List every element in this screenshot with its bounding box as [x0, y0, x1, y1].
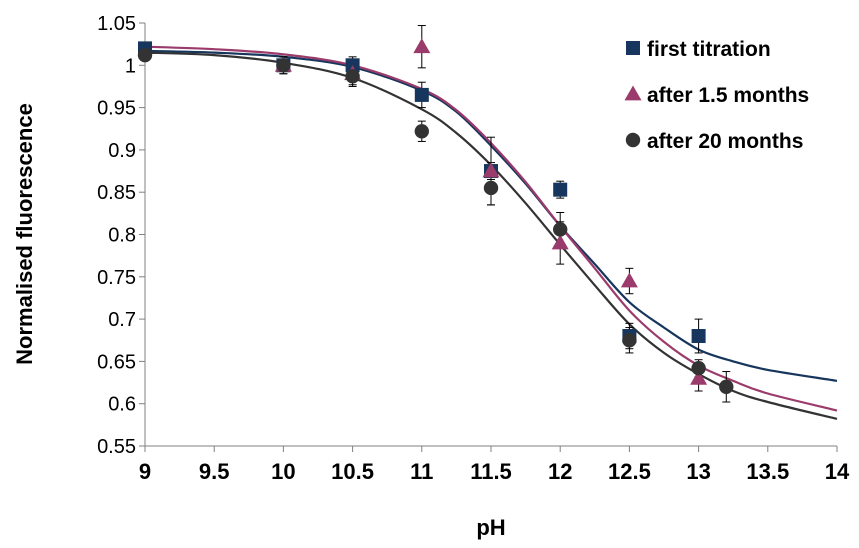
x-tick-label: 9: [139, 459, 151, 484]
data-point-circle: [414, 124, 429, 139]
x-tick-label: 9.5: [199, 459, 230, 484]
data-point-square: [691, 329, 706, 344]
data-point-circle: [137, 47, 153, 63]
y-tick-label: 0.85: [97, 182, 136, 204]
data-point-square: [553, 182, 568, 197]
data-point-circle: [719, 379, 734, 394]
data-point-circle: [483, 180, 499, 196]
legend: first titration after 1.5 months after 20 …: [624, 38, 809, 153]
data-point-triangle: [551, 234, 569, 250]
error-bars: [141, 25, 731, 403]
fit-curve-series-2: [144, 45, 838, 412]
data-point-circle: [622, 333, 637, 348]
data-point-triangle: [413, 38, 431, 54]
data-point-circle: [345, 69, 360, 84]
x-tick-label: 10: [271, 459, 295, 484]
data-point-triangle: [624, 85, 642, 101]
y-tick-label: 0.9: [108, 140, 136, 162]
y-tick-label: 1: [125, 55, 136, 77]
data-points: [137, 38, 734, 394]
y-tick-label: 0.75: [97, 267, 136, 289]
data-point-circle: [691, 360, 706, 376]
x-tick-label: 13: [686, 459, 710, 484]
y-tick-label: 1.05: [97, 13, 136, 35]
x-tick-label: 12: [548, 459, 572, 484]
y-tick-label: 0.7: [108, 309, 136, 331]
axes: [139, 22, 838, 452]
fit-curve-series-3: [144, 51, 838, 420]
legend-label-series-1: first titration: [647, 38, 771, 61]
data-point-triangle: [620, 272, 638, 288]
legend-label-series-2: after 1.5 months: [647, 84, 809, 107]
x-tick-label: 13.5: [746, 459, 789, 484]
x-tick-label: 11: [410, 459, 433, 484]
x-axis-title: pH: [476, 515, 505, 540]
y-tick-label: 0.65: [97, 351, 136, 373]
tick-labels: 0.55 0.6 0.65 0.7 0.75 0.8 0.85 0.9 0.95 1 1.05 9 9.…: [97, 13, 850, 484]
y-tick-label: 0.8: [108, 225, 136, 247]
fit-curves: [144, 45, 838, 420]
data-point-circle: [276, 58, 291, 73]
y-tick-label: 0.95: [97, 98, 136, 120]
y-axis-title: Normalised fluorescence: [12, 103, 37, 365]
data-point-triangle: [482, 162, 500, 178]
x-tick-label: 10.5: [331, 459, 374, 484]
x-tick-label: 12.5: [608, 459, 651, 484]
x-tick-label: 14: [825, 459, 850, 484]
y-tick-label: 0.55: [97, 436, 136, 458]
data-point-circle: [625, 132, 641, 148]
legend-label-series-3: after 20 months: [647, 130, 803, 153]
x-tick-label: 11.5: [470, 459, 512, 484]
data-point-triangle: [690, 369, 708, 385]
y-tick-label: 0.6: [108, 394, 136, 416]
data-point-circle: [553, 222, 568, 237]
data-point-square: [626, 41, 640, 55]
data-point-square: [414, 87, 429, 102]
